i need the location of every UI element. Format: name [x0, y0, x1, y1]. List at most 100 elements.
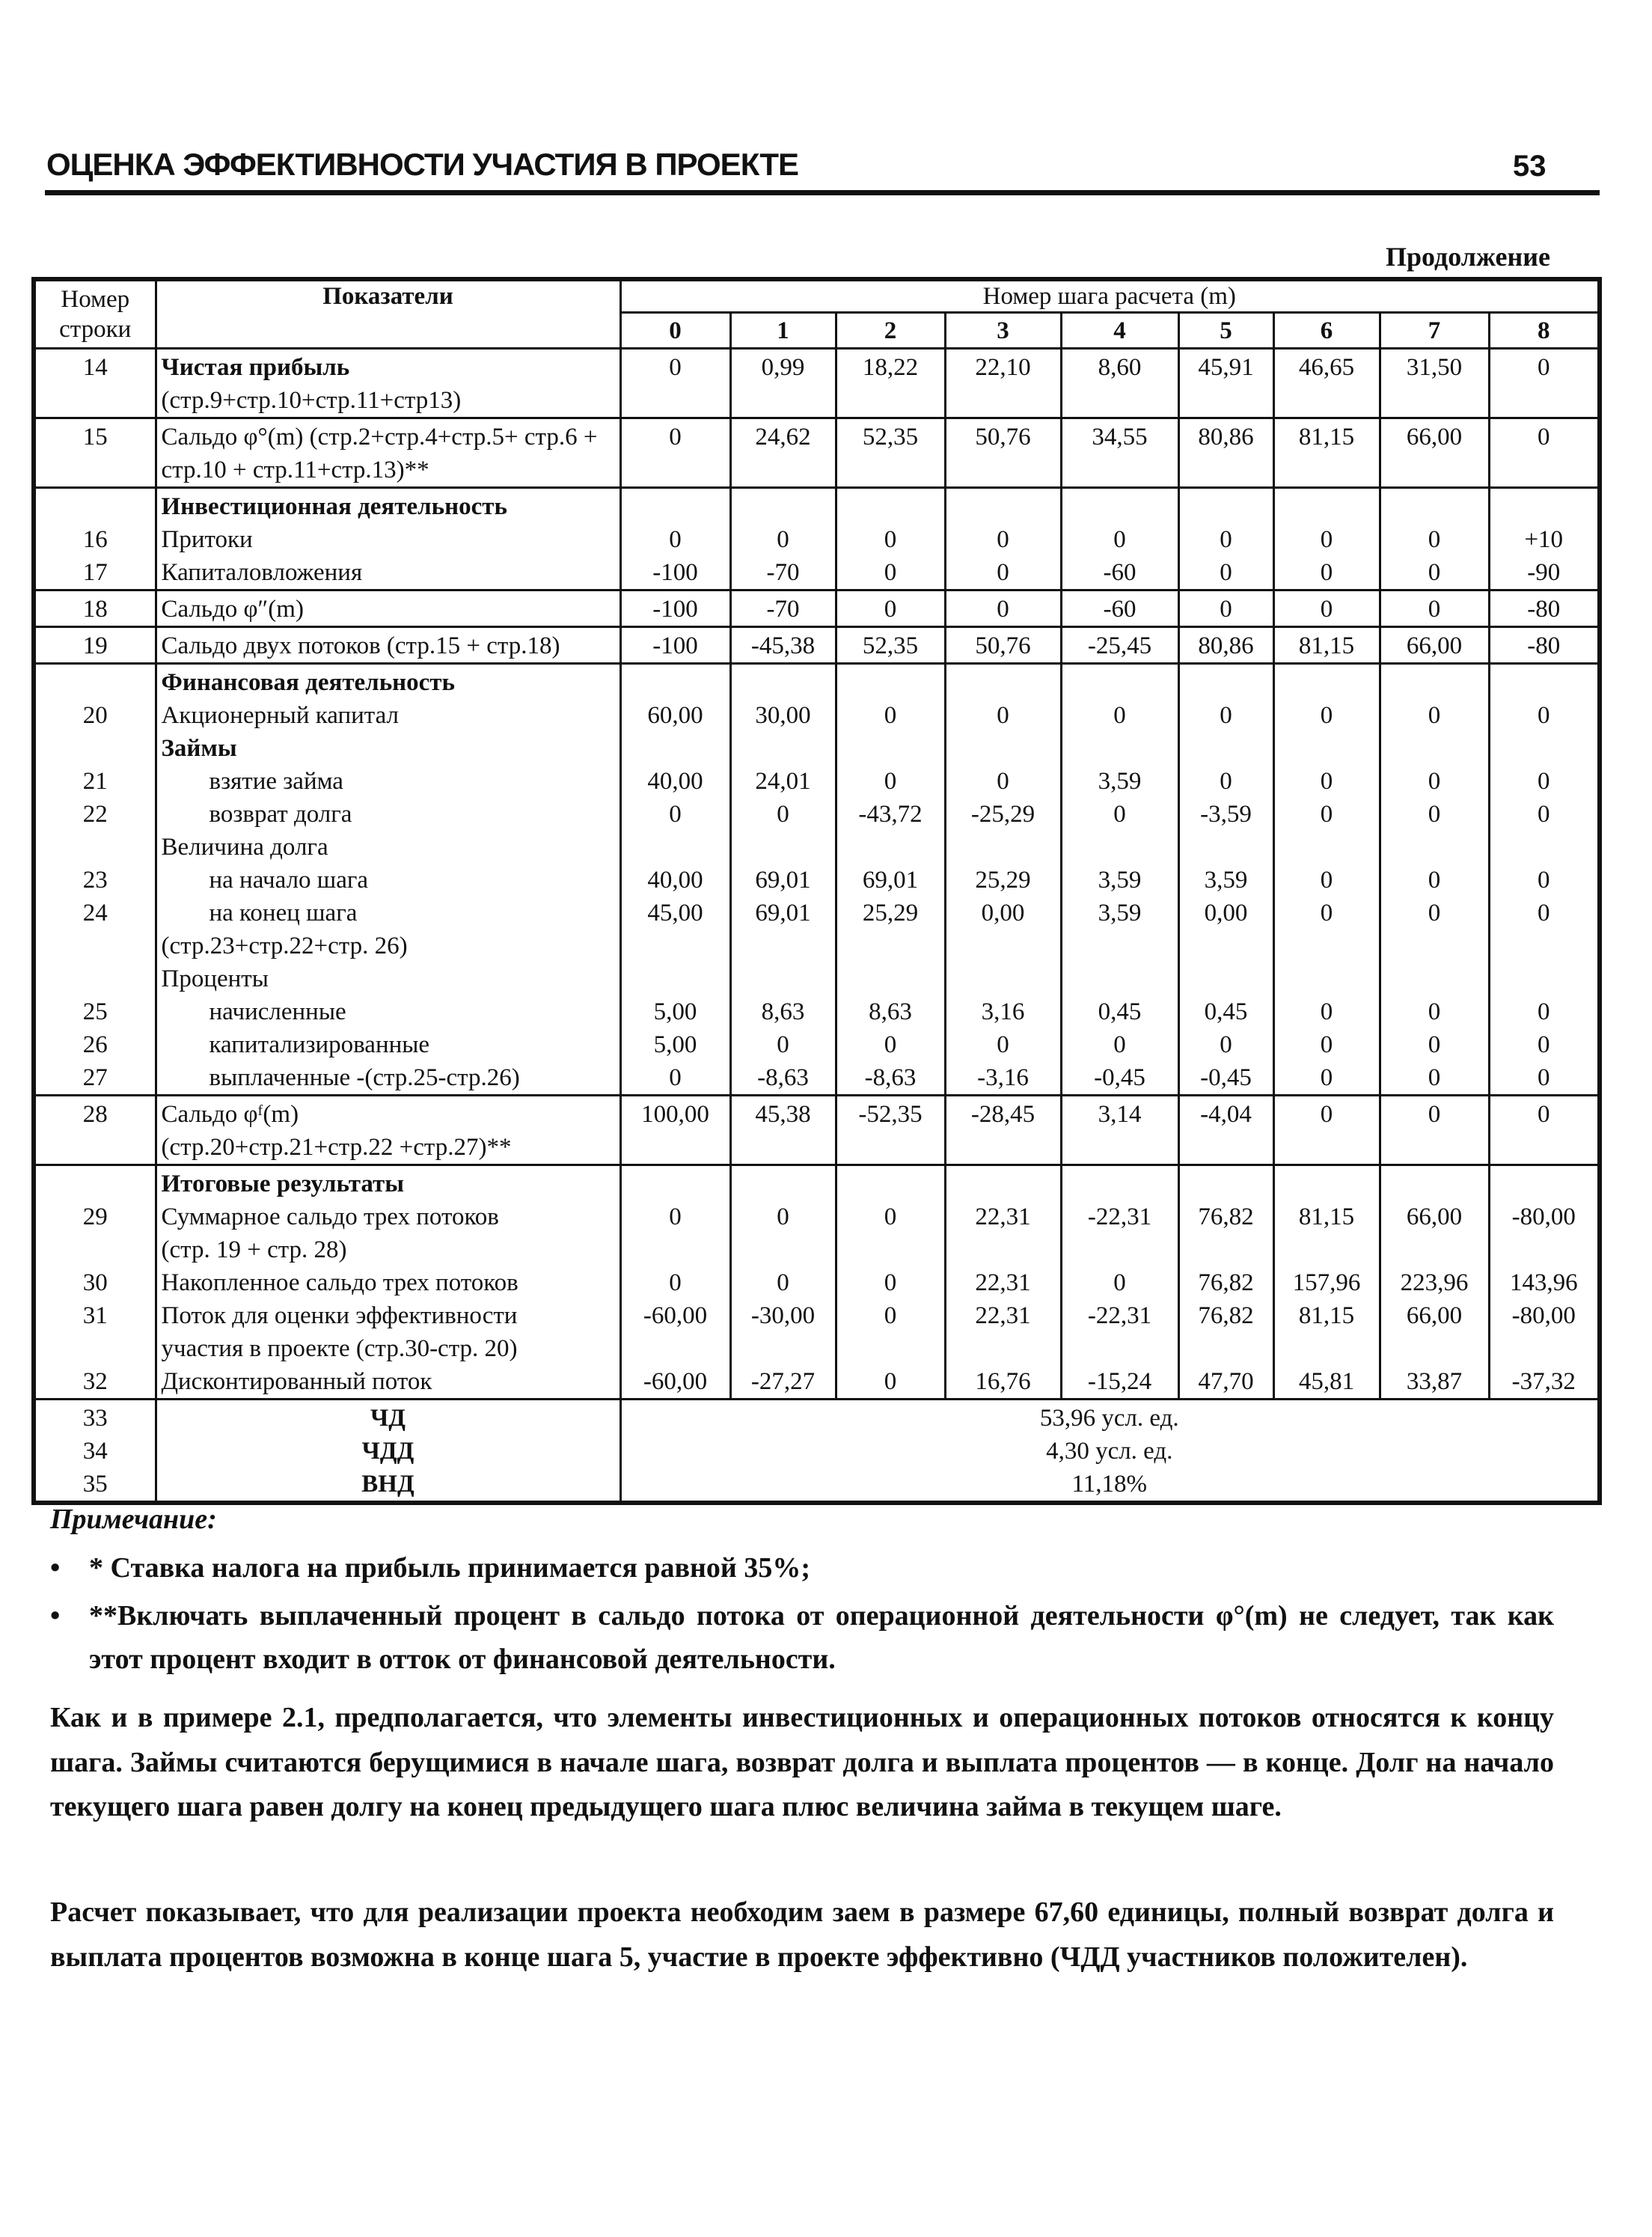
- indicator-cell: Чистая прибыль (стр.9+стр.10+стр.11+стр13…: [154, 347, 622, 419]
- row-number: 33: [82, 1405, 108, 1432]
- value: 0: [884, 702, 897, 729]
- row-number: [40, 1233, 150, 1266]
- value: -90: [1527, 559, 1561, 586]
- value: [1064, 1332, 1176, 1365]
- value-cell-step-1: -45,38: [729, 626, 837, 665]
- value: -25,29: [970, 801, 1035, 828]
- value: -15,24: [1087, 1368, 1152, 1395]
- value: -25,45: [1087, 632, 1152, 659]
- value: -8,63: [864, 1064, 917, 1091]
- value: 80,86: [1198, 424, 1254, 451]
- value: [1383, 831, 1487, 864]
- value: 0: [884, 1368, 897, 1395]
- value: 22,10: [975, 354, 1031, 381]
- value-cell-step-6: 81,15 157,96 81,15 45,81: [1272, 1164, 1381, 1400]
- value-cell-step-4: 0 3,59 0 3,59 3,59 0,45 0 -0,45: [1059, 662, 1180, 1096]
- value-cell-step-0: 0: [619, 347, 732, 419]
- value: 0: [1320, 900, 1333, 927]
- row-number: [40, 666, 150, 699]
- value: 34,55: [1092, 424, 1148, 451]
- value: [1181, 490, 1271, 523]
- value: 0: [884, 559, 897, 586]
- value: [1383, 454, 1487, 486]
- value-cell-step-1: 0 0 -30,00 -27,27: [729, 1164, 837, 1400]
- value: 45,00: [647, 900, 703, 927]
- value: 0: [1428, 1101, 1441, 1128]
- summary-label: ЧДД: [361, 1438, 414, 1465]
- value: 3,59: [1098, 768, 1142, 795]
- value: 143,96: [1509, 1269, 1578, 1296]
- value: 0: [1538, 1101, 1550, 1128]
- value: [1276, 384, 1377, 416]
- indicator-cell: Сальдо φ″(m): [154, 589, 622, 628]
- value: [1383, 666, 1487, 699]
- value: 0,45: [1098, 998, 1142, 1025]
- row-number: 35: [82, 1471, 108, 1498]
- value: 0: [1320, 1031, 1333, 1058]
- row-number: 15: [82, 424, 108, 451]
- value: [948, 454, 1059, 486]
- row-number-cell: 28: [32, 1094, 157, 1166]
- row-number: 29: [82, 1203, 108, 1230]
- header-steps: Номер шага расчета (m): [619, 278, 1601, 314]
- value-cell-step-8: 0 0 0 0 0 0 0 0: [1487, 662, 1601, 1096]
- value-cell-step-6: 0: [1272, 1094, 1381, 1166]
- value: 0: [1538, 900, 1550, 927]
- indicator-label: стр.10 + стр.11+стр.13)**: [161, 457, 429, 483]
- value: [839, 384, 943, 416]
- value: [1181, 1332, 1271, 1365]
- summary-label: ВНД: [361, 1471, 414, 1498]
- bullet-icon: •: [50, 1600, 61, 1632]
- value: [839, 1168, 943, 1200]
- bullet-icon: •: [50, 1552, 61, 1584]
- value: 0: [1320, 526, 1333, 553]
- indicator-label: Поток для оценки эффективности: [161, 1302, 518, 1329]
- value-cell-step-8: -80: [1487, 589, 1601, 628]
- row-number: 19: [82, 632, 108, 659]
- value-cell-step-0: -100: [619, 626, 732, 665]
- value: 46,65: [1298, 354, 1355, 381]
- value: 0: [777, 526, 789, 553]
- value: 45,38: [755, 1101, 811, 1128]
- value-cell-step-0: -100: [619, 589, 732, 628]
- value: 0: [997, 702, 1009, 729]
- value: 0: [884, 596, 897, 623]
- value: 80,86: [1198, 632, 1254, 659]
- value: [1064, 930, 1176, 962]
- value: -30,00: [750, 1302, 816, 1329]
- indicator-label: Финансовая деятельность: [161, 669, 455, 696]
- value: 0: [669, 801, 682, 828]
- page-header-title: ОЦЕНКА ЭФФЕКТИВНОСТИ УЧАСТИЯ В ПРОЕКТЕ: [46, 147, 799, 182]
- value: [1181, 1131, 1271, 1163]
- value: 0: [1428, 867, 1441, 894]
- value: [1064, 831, 1176, 864]
- indicator-label: Акционерный капитал: [161, 702, 400, 729]
- value-cell-step-2: 52,35: [834, 417, 946, 489]
- value: [623, 1131, 728, 1163]
- value-cell-step-4: 8,60: [1059, 347, 1180, 419]
- value: 0: [1220, 702, 1232, 729]
- row-number: [40, 732, 150, 765]
- row-number: 32: [82, 1368, 108, 1395]
- value: 81,15: [1298, 1302, 1355, 1329]
- row-number: 20: [82, 702, 108, 729]
- value: 0: [1538, 867, 1550, 894]
- value: 52,35: [862, 632, 919, 659]
- value: 0: [884, 768, 897, 795]
- indicator-label: Капиталовложения: [161, 559, 363, 586]
- value-cell-step-3: 50,76: [943, 417, 1062, 489]
- value: [1064, 384, 1176, 416]
- value: [1276, 962, 1377, 995]
- value: [1383, 384, 1487, 416]
- value: 0: [1428, 998, 1441, 1025]
- value-cell-step-7: 0 0 0 0 0 0 0 0: [1378, 662, 1490, 1096]
- table-row-block: 28 Сальдо φᶠ(m) (стр.20+стр.21+стр.22 +стр…: [32, 1094, 1601, 1166]
- value: 0: [1220, 559, 1232, 586]
- row-number: [40, 962, 150, 995]
- value: -4,04: [1200, 1101, 1252, 1128]
- value: 0: [1538, 768, 1550, 795]
- indicator-label: Сальдо φ°(m) (стр.2+стр.4+стр.5+ стр.6 +: [161, 424, 598, 451]
- value-cell-step-7: 66,00: [1378, 626, 1490, 665]
